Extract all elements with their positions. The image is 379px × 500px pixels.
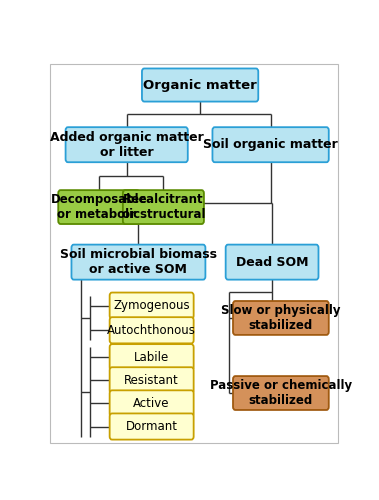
Text: Passive or chemically
stabilized: Passive or chemically stabilized [210, 379, 352, 407]
Text: Active: Active [133, 397, 170, 410]
FancyBboxPatch shape [123, 190, 204, 224]
FancyBboxPatch shape [233, 301, 329, 335]
FancyBboxPatch shape [226, 244, 318, 280]
Text: Decomposable
or metabolic: Decomposable or metabolic [50, 193, 147, 221]
Text: Labile: Labile [134, 350, 169, 364]
Text: Resistant: Resistant [124, 374, 179, 387]
FancyBboxPatch shape [110, 317, 194, 344]
Text: Soil microbial biomass
or active SOM: Soil microbial biomass or active SOM [60, 248, 217, 276]
Text: Dormant: Dormant [126, 420, 178, 433]
Text: Slow or physically
stabilized: Slow or physically stabilized [221, 304, 341, 332]
Text: Dead SOM: Dead SOM [236, 256, 309, 268]
FancyBboxPatch shape [110, 390, 194, 416]
FancyBboxPatch shape [142, 68, 258, 102]
Text: Recalcitrant
or structural: Recalcitrant or structural [122, 193, 205, 221]
Text: Zymogenous: Zymogenous [113, 299, 190, 312]
Text: Soil organic matter: Soil organic matter [203, 138, 338, 151]
FancyBboxPatch shape [233, 376, 329, 410]
FancyBboxPatch shape [110, 344, 194, 370]
FancyBboxPatch shape [110, 292, 194, 318]
Text: Added organic matter
or litter: Added organic matter or litter [50, 130, 204, 158]
FancyBboxPatch shape [66, 127, 188, 162]
FancyBboxPatch shape [72, 244, 205, 280]
Text: Organic matter: Organic matter [143, 78, 257, 92]
FancyBboxPatch shape [213, 127, 329, 162]
FancyBboxPatch shape [110, 414, 194, 440]
Text: Autochthonous: Autochthonous [107, 324, 196, 337]
FancyBboxPatch shape [58, 190, 139, 224]
FancyBboxPatch shape [110, 367, 194, 394]
